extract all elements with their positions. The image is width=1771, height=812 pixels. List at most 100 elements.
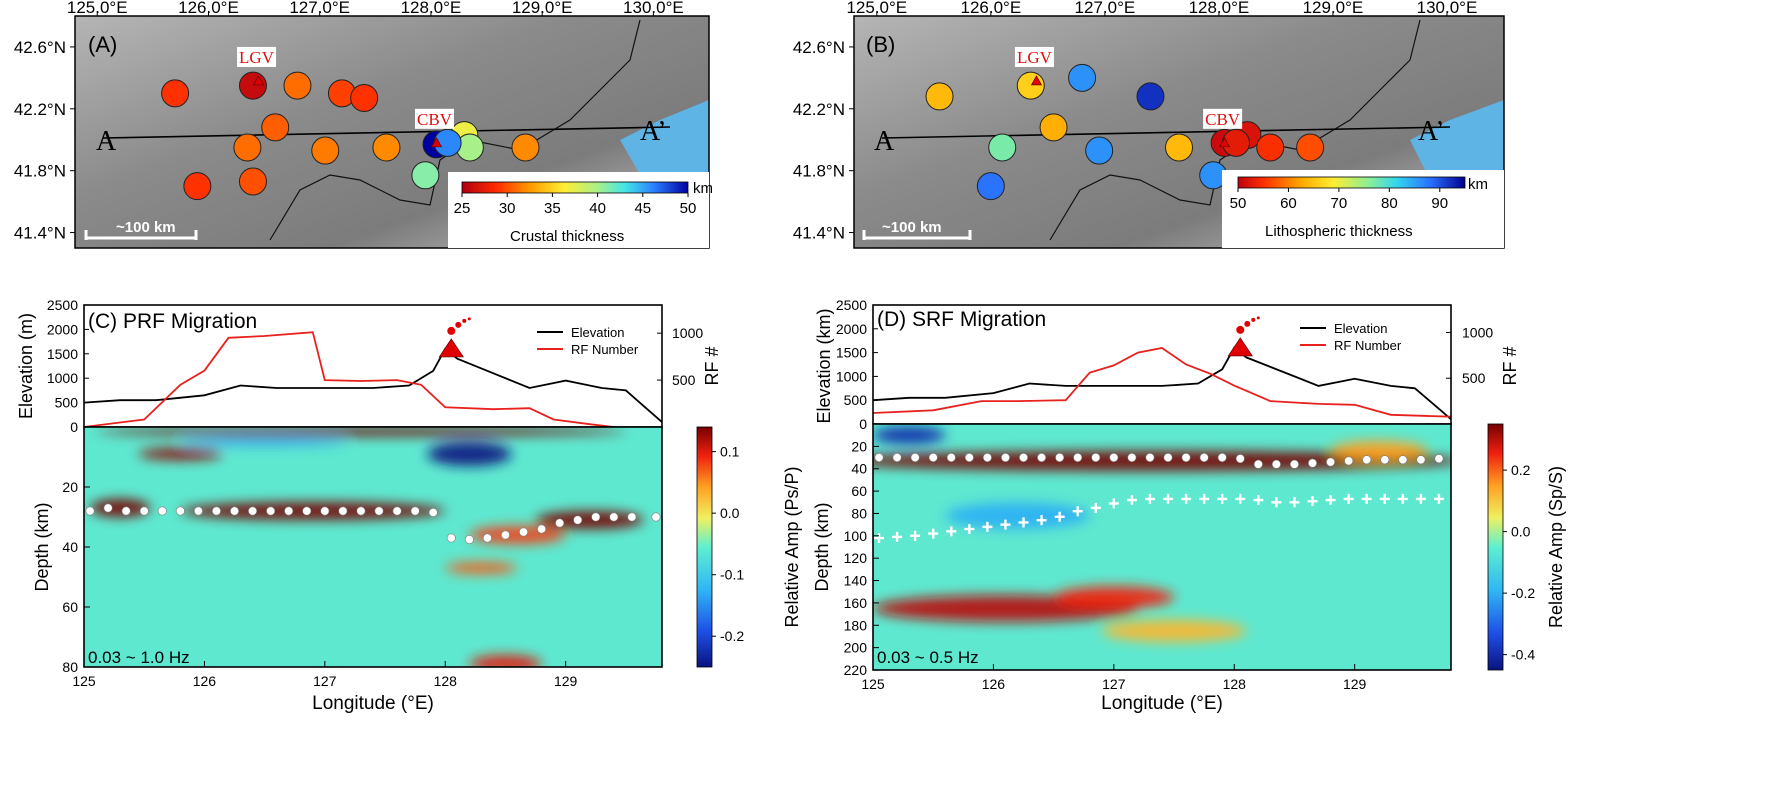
x-tick-label: 128 bbox=[434, 673, 458, 689]
colorbar-tick-label: 50 bbox=[680, 200, 697, 217]
y-tick-label: 160 bbox=[844, 595, 868, 611]
station-point bbox=[1016, 71, 1045, 100]
moho-pick bbox=[1253, 459, 1263, 469]
lab-pick bbox=[1343, 493, 1354, 504]
elevation-tick-label: 2000 bbox=[836, 321, 867, 337]
lab-pick bbox=[946, 526, 957, 537]
panel-c-title: (C) PRF Migration bbox=[88, 310, 257, 333]
colorbar-tick-label: -0.2 bbox=[1511, 585, 1535, 601]
y-tick-label: 60 bbox=[851, 483, 867, 499]
station-point bbox=[311, 136, 340, 165]
elevation-tick-label: 500 bbox=[55, 395, 79, 411]
colorbar-b-unit: km bbox=[1468, 176, 1488, 193]
map-b-axis-ticks: 125.0°E 126.0°E 127.0°E 128.0°E 129.0°E 130.0… bbox=[793, 0, 1477, 243]
colorbar-tick-label: 0.0 bbox=[1511, 524, 1531, 540]
map-y-tick-label: 42.2°N bbox=[793, 100, 845, 119]
colorbar-b: km 50 60 70 80 90 Lithospheric thickness bbox=[1222, 170, 1504, 248]
map-a-axis-ticks: 125.0°E 126.0°E 127.0°E 128.0°E 129.0°E 130.0… bbox=[14, 0, 684, 243]
panel-d-lines bbox=[872, 316, 1452, 420]
moho-pick bbox=[500, 530, 510, 540]
moho-pick bbox=[910, 453, 920, 463]
volcano-label-bg bbox=[1014, 46, 1054, 67]
moho-pick bbox=[1091, 453, 1101, 463]
eruption-dot bbox=[1236, 325, 1245, 334]
panel-d-legend: Elevation RF Number bbox=[1300, 321, 1402, 353]
profile-start-label-a: A bbox=[96, 126, 117, 157]
panel-c-xlabel: Longitude (°E) bbox=[312, 693, 434, 714]
moho-pick bbox=[1289, 459, 1299, 469]
lab-pick bbox=[1199, 493, 1210, 504]
station-point bbox=[238, 167, 267, 196]
lab-pick bbox=[1181, 493, 1192, 504]
panel-d-heatmap bbox=[873, 426, 1451, 643]
moho-pick bbox=[139, 506, 149, 516]
x-tick-label: 127 bbox=[1102, 676, 1126, 692]
panel-d-cbar-label: Relative Amp (Sp/S) bbox=[1546, 466, 1566, 628]
y-tick-label: 60 bbox=[62, 599, 78, 615]
x-tick-label: 126 bbox=[193, 673, 217, 689]
moho-pick bbox=[1127, 453, 1137, 463]
elevation-line bbox=[83, 347, 663, 423]
elevation-tick-label: 1000 bbox=[47, 370, 78, 386]
panel-c: (C) PRF Migration Elevation RF Number 0 5… bbox=[16, 297, 744, 714]
lab-pick bbox=[1018, 517, 1029, 528]
heatmap-blob bbox=[427, 442, 512, 466]
lab-pick bbox=[910, 530, 921, 541]
map-b-profile-line bbox=[881, 126, 1451, 139]
map-x-tick-label: 127.0°E bbox=[289, 0, 350, 17]
moho-pick bbox=[1037, 453, 1047, 463]
moho-pick bbox=[1163, 453, 1173, 463]
station-point bbox=[411, 161, 440, 190]
scale-label-a: ~100 km bbox=[116, 219, 176, 236]
colorbar-tick-label: -0.4 bbox=[1511, 647, 1535, 663]
moho-pick bbox=[537, 524, 547, 534]
map-x-tick-label: 129.0°E bbox=[512, 0, 573, 17]
moho-pick bbox=[1109, 453, 1119, 463]
x-tick-label: 125 bbox=[72, 673, 96, 689]
volcano-label-bg bbox=[414, 108, 454, 129]
colorbar-tick-label: 35 bbox=[544, 200, 561, 217]
station-point bbox=[925, 82, 954, 111]
lab-pick bbox=[1271, 497, 1282, 508]
station-point bbox=[161, 79, 190, 108]
panel-c-elevation-bg bbox=[84, 305, 662, 427]
moho-pick bbox=[175, 506, 185, 516]
heatmap-blob bbox=[90, 499, 151, 517]
map-y-tick-label: 42.6°N bbox=[793, 38, 845, 57]
colorbar-a-ticks: 25 30 35 40 45 50 bbox=[454, 193, 697, 217]
colorbar-b-ticks: 50 60 70 80 90 bbox=[1230, 188, 1448, 212]
moho-pick bbox=[982, 453, 992, 463]
lab-pick bbox=[982, 521, 993, 532]
lab-pick bbox=[1289, 497, 1300, 508]
panel-d-amp-ylabel: Relative Amp (Ps/P) bbox=[782, 466, 802, 627]
moho-pick bbox=[1362, 455, 1372, 465]
station-point bbox=[372, 133, 401, 162]
heatmap-blob bbox=[138, 448, 223, 460]
panel-d-elevation-ticks: 0 500 1000 1500 2000 2500 500 1000 bbox=[836, 297, 1494, 432]
colorbar-tick-label: 25 bbox=[454, 200, 471, 217]
y-tick-label: 20 bbox=[851, 438, 867, 454]
y-tick-label: 80 bbox=[851, 505, 867, 521]
rf-tick-label: 1000 bbox=[672, 325, 703, 341]
y-tick-label: 120 bbox=[844, 550, 868, 566]
moho-pick bbox=[302, 506, 312, 516]
lab-pick bbox=[1325, 495, 1336, 506]
volcano-icon bbox=[1219, 137, 1231, 148]
lab-pick bbox=[1217, 493, 1228, 504]
moho-pick bbox=[651, 512, 661, 522]
y-tick-label: 180 bbox=[844, 617, 868, 633]
volcano-icon bbox=[430, 137, 443, 148]
rf-tick-label: 500 bbox=[1462, 370, 1486, 386]
map-a-volcanoes: LGV CBV bbox=[237, 46, 454, 148]
panel-d-xlabel: Longitude (°E) bbox=[1101, 693, 1223, 714]
heatmap-blob bbox=[1053, 586, 1175, 609]
lab-pick bbox=[1054, 511, 1065, 522]
station-point bbox=[1068, 63, 1097, 92]
moho-pick bbox=[121, 506, 131, 516]
moho-pick bbox=[1398, 455, 1408, 465]
moho-pick bbox=[157, 506, 167, 516]
volcano-label: LGV bbox=[1017, 48, 1053, 67]
moho-pick bbox=[1271, 459, 1281, 469]
volcano-label-bg bbox=[1203, 108, 1243, 129]
